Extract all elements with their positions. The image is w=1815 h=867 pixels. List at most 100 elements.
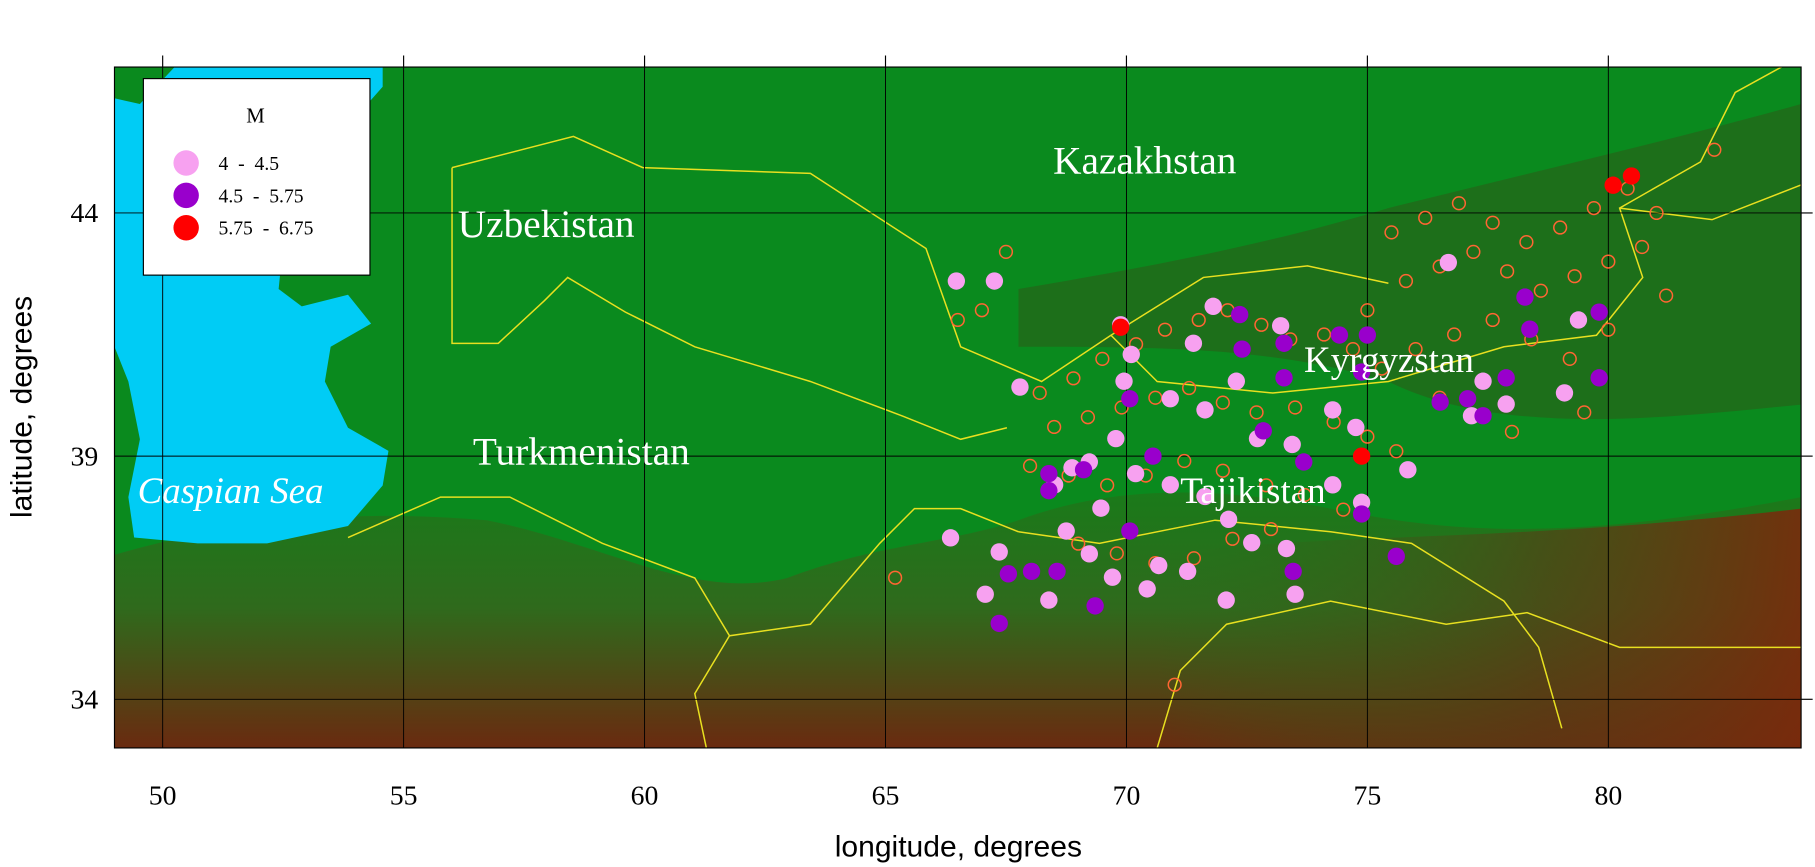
point — [990, 614, 1008, 633]
point — [1590, 303, 1608, 321]
x-axis-label: longitude, degrees — [835, 831, 1082, 864]
legend: 4 - 4.5 4.5 - 5.75 5.75 - 6.75 — [173, 150, 314, 241]
point — [1271, 317, 1290, 335]
point — [1275, 369, 1293, 387]
point — [1330, 326, 1349, 344]
open-point — [1215, 395, 1230, 410]
point — [1286, 585, 1304, 603]
open-point — [1533, 283, 1548, 298]
open-point — [1562, 351, 1577, 366]
map-label: Turkmenistan — [473, 430, 690, 474]
open-point — [1100, 478, 1115, 493]
point — [1040, 481, 1058, 500]
y-axis-label: latitude, degrees — [5, 296, 38, 518]
open-point — [1249, 405, 1264, 420]
point — [941, 529, 960, 547]
open-point — [1186, 551, 1202, 566]
open-point — [1316, 327, 1332, 342]
open-point — [1577, 405, 1592, 420]
point — [1387, 547, 1405, 565]
point — [1217, 591, 1235, 609]
x-tick-label: 65 — [872, 781, 900, 812]
open-point — [1485, 215, 1500, 230]
point — [1521, 320, 1539, 338]
point — [1092, 499, 1110, 517]
point — [1107, 429, 1125, 448]
open-point — [1500, 264, 1515, 279]
map-label: Kazakhstan — [1053, 138, 1237, 182]
y-tick-label: 44 — [71, 198, 99, 229]
point — [1178, 562, 1197, 581]
point — [1196, 401, 1214, 419]
open-point — [1177, 453, 1192, 469]
data — [888, 142, 1722, 692]
annotations: Kazakhstan Uzbekistan Turkmenistan Caspian … — [138, 138, 1474, 511]
open-point — [1191, 312, 1206, 328]
point — [1497, 369, 1515, 387]
point — [1011, 378, 1029, 396]
point — [1204, 297, 1222, 316]
point — [1254, 422, 1272, 440]
open-point — [1181, 380, 1197, 396]
open-point — [1398, 273, 1414, 289]
point — [1144, 447, 1162, 465]
open-point — [1485, 312, 1500, 328]
open-point — [1071, 536, 1086, 551]
point — [1022, 562, 1041, 581]
open-point — [1254, 317, 1269, 332]
point — [1115, 372, 1133, 390]
border — [693, 635, 731, 748]
legend-box — [142, 78, 371, 276]
point — [1604, 176, 1622, 194]
point — [1150, 556, 1168, 575]
map-label: Tajikistan — [1180, 471, 1325, 512]
point — [1284, 562, 1302, 581]
point — [999, 565, 1018, 583]
point — [1458, 390, 1477, 408]
point — [1474, 407, 1492, 425]
open-point — [950, 312, 965, 328]
y-tick-label: 34 — [71, 685, 99, 716]
y-tick-label: 39 — [71, 441, 99, 472]
point — [976, 585, 994, 603]
map-label: Kyrgyzstan — [1304, 340, 1474, 381]
point — [1080, 545, 1099, 563]
border — [1018, 519, 1563, 729]
point — [1439, 253, 1458, 272]
open-point — [1519, 235, 1534, 250]
open-point — [1047, 419, 1062, 435]
point — [1352, 363, 1371, 381]
open-point — [1066, 371, 1081, 386]
open-point — [1215, 463, 1230, 478]
point — [1227, 372, 1245, 390]
map-background — [114, 67, 1802, 748]
point — [1111, 318, 1130, 336]
point — [1295, 453, 1313, 471]
point — [1497, 395, 1515, 413]
point — [1324, 476, 1342, 494]
open-point — [1374, 361, 1389, 376]
map-label: Caspian Sea — [138, 471, 324, 512]
open-point — [1418, 210, 1433, 225]
x-tick-label: 60 — [631, 781, 659, 812]
point — [1516, 288, 1534, 306]
open-point — [1032, 385, 1047, 401]
point — [1474, 372, 1492, 390]
point — [1352, 505, 1371, 523]
open-point — [1601, 254, 1616, 269]
point — [1233, 340, 1251, 358]
point — [1121, 522, 1139, 540]
open-point — [1389, 444, 1404, 459]
open-point — [1360, 429, 1375, 444]
open-point — [1259, 478, 1274, 493]
open-point — [974, 303, 989, 318]
legend-label: 4.5 - 5.75 — [219, 185, 304, 207]
open-point — [998, 244, 1014, 259]
x-tick-label: 75 — [1354, 781, 1382, 812]
point — [1048, 562, 1066, 581]
open-point — [1287, 400, 1303, 415]
open-point — [1634, 239, 1650, 255]
open-point — [1109, 546, 1124, 561]
x-tick-label: 80 — [1594, 781, 1622, 812]
